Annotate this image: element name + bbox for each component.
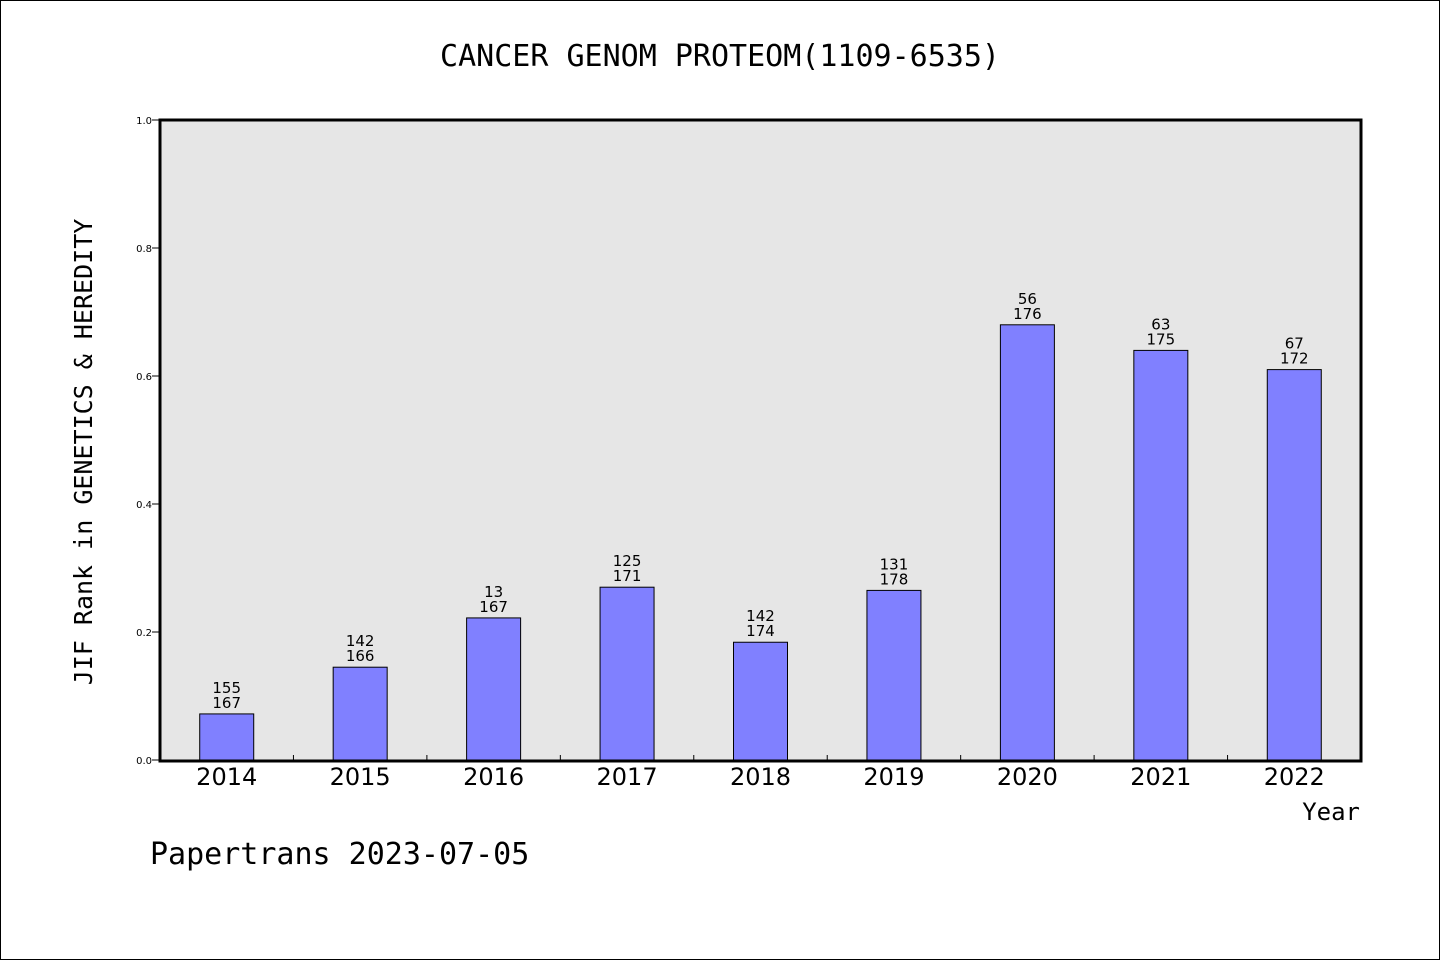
x-tick-label: 2016 <box>463 763 524 791</box>
x-tick-label: 2021 <box>1130 763 1191 791</box>
bar-series: 1551671421661316712517114217413117856176… <box>199 290 1322 761</box>
x-tick-label: 2017 <box>597 763 658 791</box>
x-tick-label: 2022 <box>1264 763 1325 791</box>
plot-border <box>158 118 1363 763</box>
bar-data-label-bottom: 178 <box>880 570 909 588</box>
x-axis: 2014 2015 2016 2017 2018 2019 2020 2021 2022 <box>196 755 1325 791</box>
bar <box>332 666 388 761</box>
bar <box>1133 349 1189 761</box>
x-tick-label: 2019 <box>863 763 924 791</box>
y-tick-label: 0.8 <box>136 244 152 255</box>
bar <box>866 589 922 761</box>
bar-data-label-bottom: 167 <box>212 694 241 712</box>
footer-credit: Papertrans 2023-07-05 <box>150 837 529 872</box>
chart-title: CANCER GENOM PROTEOM(1109-6535) <box>440 39 1000 74</box>
x-tick-label: 2018 <box>730 763 791 791</box>
bar-data-label-bottom: 167 <box>479 598 508 616</box>
y-tick-label: 0.0 <box>136 756 152 767</box>
y-tick-label: 0.4 <box>136 500 152 511</box>
bar-data-label-bottom: 175 <box>1147 330 1176 348</box>
bar <box>599 586 655 761</box>
y-tick-label: 0.2 <box>136 628 152 639</box>
bar-data-label-bottom: 166 <box>346 647 375 665</box>
bar-data-label-top: 155 <box>212 679 241 697</box>
bar <box>1266 369 1322 761</box>
y-axis: 0.0 0.2 0.4 0.6 0.8 1.0 <box>136 116 160 767</box>
y-tick-label: 0.6 <box>136 372 152 383</box>
bar-data-label-top: 125 <box>613 552 642 570</box>
bar-data-label-bottom: 174 <box>746 622 775 640</box>
x-tick-label: 2020 <box>997 763 1058 791</box>
bar-data-label-bottom: 176 <box>1013 305 1042 323</box>
bar <box>199 713 255 761</box>
bar-data-label-top: 142 <box>346 632 375 650</box>
bar-data-label-top: 67 <box>1285 335 1304 353</box>
bar <box>999 324 1055 761</box>
y-axis-label: JIF Rank in GENETICS & HEREDITY <box>69 219 98 686</box>
x-axis-label: Year <box>1302 798 1360 826</box>
bar-data-label-top: 63 <box>1151 315 1170 333</box>
x-tick-label: 2014 <box>196 763 257 791</box>
bar-data-label-top: 142 <box>746 607 775 625</box>
bar <box>733 641 788 761</box>
bar-data-label-bottom: 172 <box>1280 350 1309 368</box>
bar-data-label-top: 13 <box>484 583 503 601</box>
bar <box>466 617 522 761</box>
x-tick-label: 2015 <box>330 763 391 791</box>
bar-data-label-bottom: 171 <box>613 567 642 585</box>
bar-data-label-top: 56 <box>1018 290 1037 308</box>
y-tick-label: 1.0 <box>136 116 152 127</box>
bar-data-label-top: 131 <box>880 555 909 573</box>
